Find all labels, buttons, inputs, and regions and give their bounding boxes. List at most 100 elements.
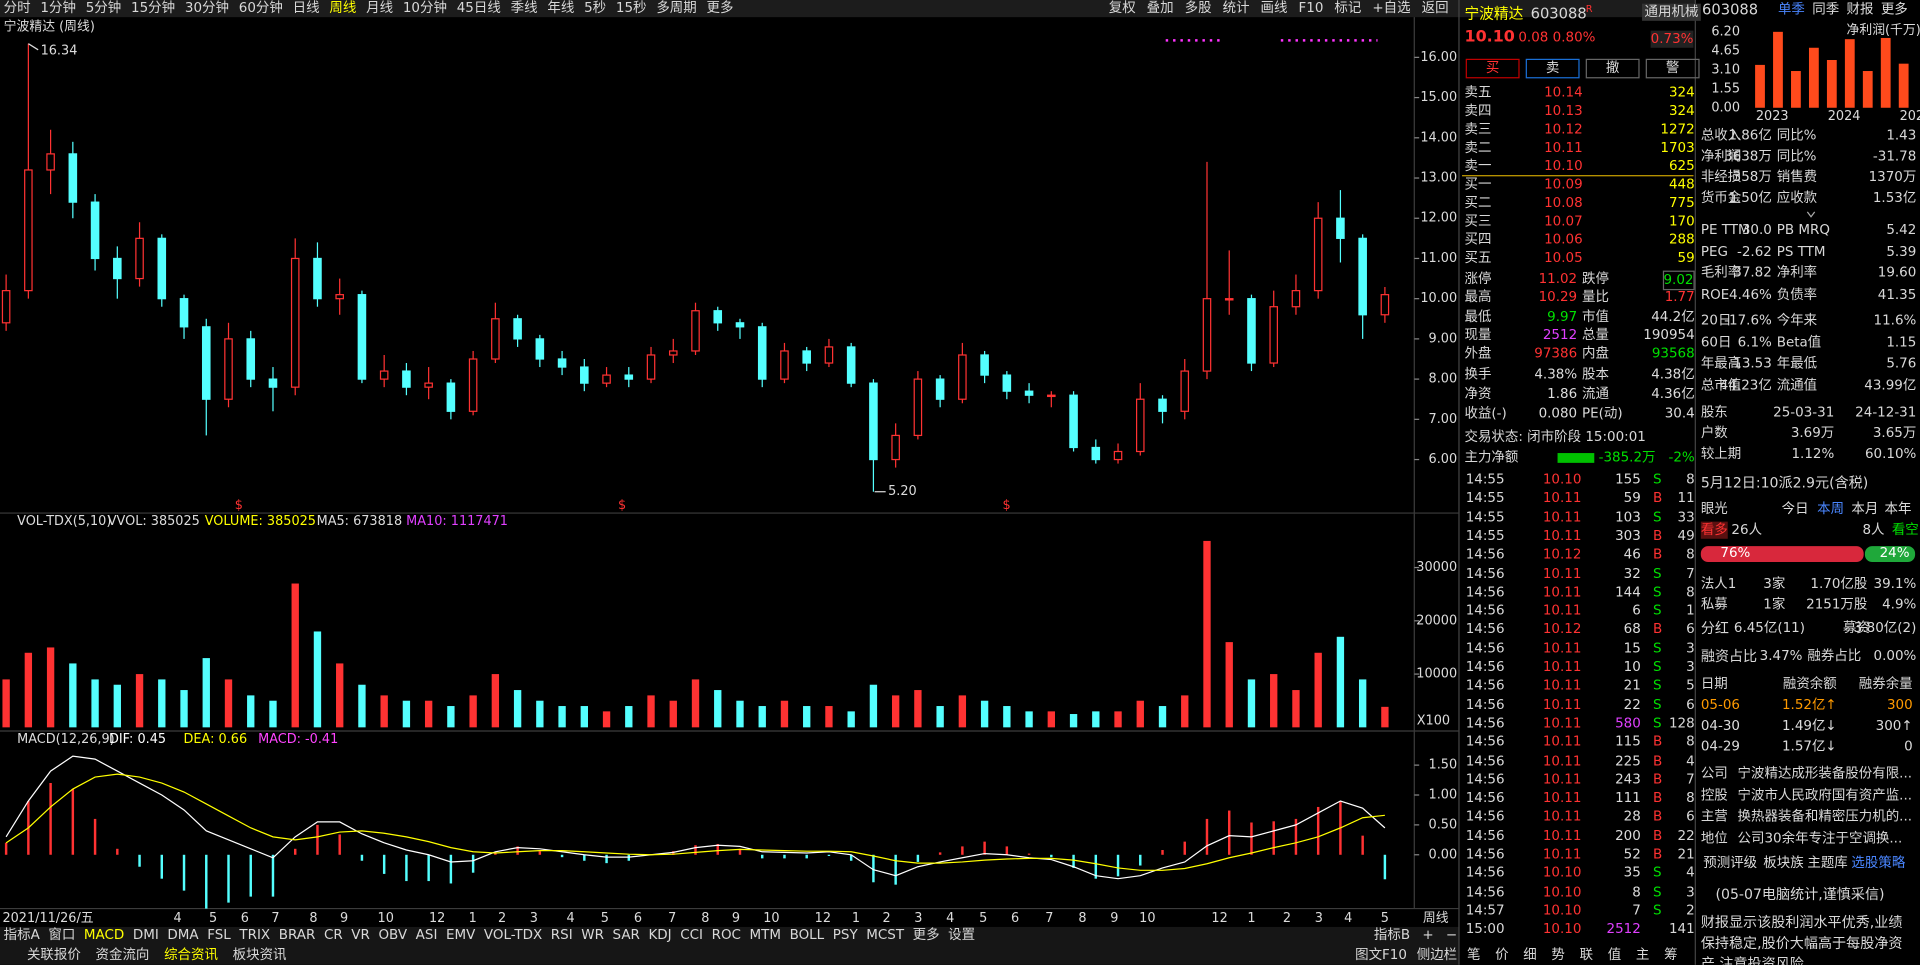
tab[interactable]: +: [1422, 926, 1434, 943]
tab[interactable]: 值: [1607, 946, 1622, 963]
tab[interactable]: 指标B: [1373, 926, 1411, 943]
tab[interactable]: 综合资讯: [164, 946, 218, 963]
tab[interactable]: SAR: [612, 926, 640, 943]
candle-body: [1269, 306, 1278, 364]
tab[interactable]: 1分钟: [40, 0, 76, 16]
tab[interactable]: 多周期: [656, 0, 697, 16]
tab[interactable]: VOL-TDX: [483, 926, 543, 943]
label: 155: [1615, 471, 1641, 488]
tab[interactable]: ASI: [415, 926, 438, 943]
volume-bar: [914, 690, 922, 728]
tab[interactable]: 画线: [1260, 0, 1288, 16]
tab[interactable]: TRIX: [239, 926, 271, 943]
tab[interactable]: 联: [1579, 946, 1594, 963]
tab[interactable]: 返回: [1421, 0, 1449, 16]
tab[interactable]: PSY: [832, 926, 858, 943]
tab[interactable]: F10: [1298, 0, 1324, 16]
button[interactable]: 撤: [1585, 58, 1640, 79]
tab[interactable]: 标记: [1334, 0, 1362, 16]
tab[interactable]: 窗口: [48, 926, 76, 943]
tab[interactable]: DMI: [132, 926, 159, 943]
tab[interactable]: 15分钟: [131, 0, 176, 16]
tab[interactable]: FSL: [207, 926, 231, 943]
tab[interactable]: 板块资讯: [232, 946, 287, 963]
tab[interactable]: 势: [1551, 946, 1565, 963]
tab[interactable]: 单季: [1777, 1, 1805, 18]
tab[interactable]: EMV: [446, 926, 476, 943]
tab[interactable]: 主题库: [1807, 854, 1848, 871]
label: 59: [1623, 490, 1641, 507]
tab[interactable]: 价: [1495, 946, 1509, 963]
tab[interactable]: 15秒: [615, 0, 647, 16]
tab[interactable]: RSI: [550, 926, 573, 943]
tab[interactable]: 本周: [1817, 500, 1845, 517]
tab[interactable]: WR: [581, 926, 604, 943]
tab[interactable]: −: [1445, 926, 1458, 943]
tab[interactable]: 更多: [912, 926, 940, 943]
label: 1.86: [1547, 385, 1578, 402]
tab[interactable]: 10分钟: [402, 0, 447, 16]
tab[interactable]: 复权: [1108, 0, 1136, 16]
tab[interactable]: 统计: [1222, 0, 1250, 16]
tab[interactable]: DMA: [167, 926, 199, 943]
tab[interactable]: 本月: [1851, 500, 1879, 517]
tab[interactable]: BOLL: [789, 926, 825, 943]
tab[interactable]: VR: [351, 926, 370, 943]
tab-bar: 指标A 窗口 MACD DMI DMA FSL TRIX BRAR CR VR OBV ASI EMV V…: [4, 927, 975, 944]
tab[interactable]: 关联报价: [26, 946, 81, 963]
tab[interactable]: KDJ: [648, 926, 672, 943]
tab[interactable]: 同季: [1812, 1, 1840, 18]
tab[interactable]: 叠加: [1146, 0, 1174, 16]
tab[interactable]: 更多: [706, 0, 734, 16]
tab[interactable]: 日线: [292, 0, 320, 16]
tab[interactable]: BRAR: [278, 926, 316, 943]
tab[interactable]: 30分钟: [184, 0, 229, 16]
tab[interactable]: MACD: [83, 926, 125, 943]
tab[interactable]: 分时: [3, 0, 31, 16]
tab[interactable]: 今日: [1781, 500, 1809, 517]
tab[interactable]: 5分钟: [85, 0, 122, 16]
tab[interactable]: OBV: [378, 926, 408, 943]
tab[interactable]: 本年: [1884, 500, 1912, 517]
volume-bar: [447, 706, 455, 728]
tab[interactable]: 选股策略: [1851, 854, 1906, 871]
tab[interactable]: 指标A: [3, 926, 40, 943]
tab[interactable]: MCST: [866, 926, 905, 943]
tab[interactable]: 60分钟: [238, 0, 283, 16]
label: 8: [1632, 883, 1641, 900]
tab[interactable]: MTM: [749, 926, 781, 943]
volume-bar: [91, 679, 99, 728]
tab[interactable]: 5秒: [584, 0, 607, 16]
tab[interactable]: 45日线: [456, 0, 501, 16]
tab[interactable]: 细: [1523, 946, 1537, 963]
tab[interactable]: CR: [323, 926, 343, 943]
label: PE TTM: [1700, 221, 1750, 238]
tab[interactable]: 主: [1635, 946, 1650, 963]
label: 流通: [1582, 385, 1609, 402]
tab[interactable]: CCI: [680, 926, 704, 943]
tab[interactable]: 年线: [547, 0, 575, 16]
tab[interactable]: 多股: [1184, 0, 1212, 16]
tab[interactable]: +自选: [1372, 0, 1411, 16]
button[interactable]: 警: [1645, 58, 1700, 79]
tab[interactable]: 周线: [329, 0, 357, 16]
tab[interactable]: 板块族: [1763, 854, 1804, 871]
tab[interactable]: 预测评级: [1703, 854, 1758, 871]
tab[interactable]: 设置: [948, 926, 976, 943]
tab[interactable]: 更多: [1880, 1, 1908, 18]
label: 14:56: [1465, 714, 1505, 731]
tab[interactable]: 季线: [510, 0, 538, 16]
tab[interactable]: 财报: [1846, 1, 1874, 18]
tab[interactable]: ROC: [711, 926, 741, 943]
tab[interactable]: 笔: [1466, 946, 1481, 963]
tab[interactable]: 资金流向: [95, 946, 150, 963]
tab[interactable]: 筹: [1664, 946, 1678, 963]
volume-bar: [1158, 706, 1167, 728]
button[interactable]: 买: [1465, 58, 1520, 79]
tab[interactable]: 侧边栏: [1416, 946, 1458, 963]
tab[interactable]: 图文F10: [1355, 946, 1407, 963]
label: 10.11: [1542, 583, 1582, 600]
button[interactable]: 卖: [1525, 58, 1580, 79]
tab[interactable]: 月线: [366, 0, 394, 16]
label: 30.4: [1664, 405, 1695, 422]
